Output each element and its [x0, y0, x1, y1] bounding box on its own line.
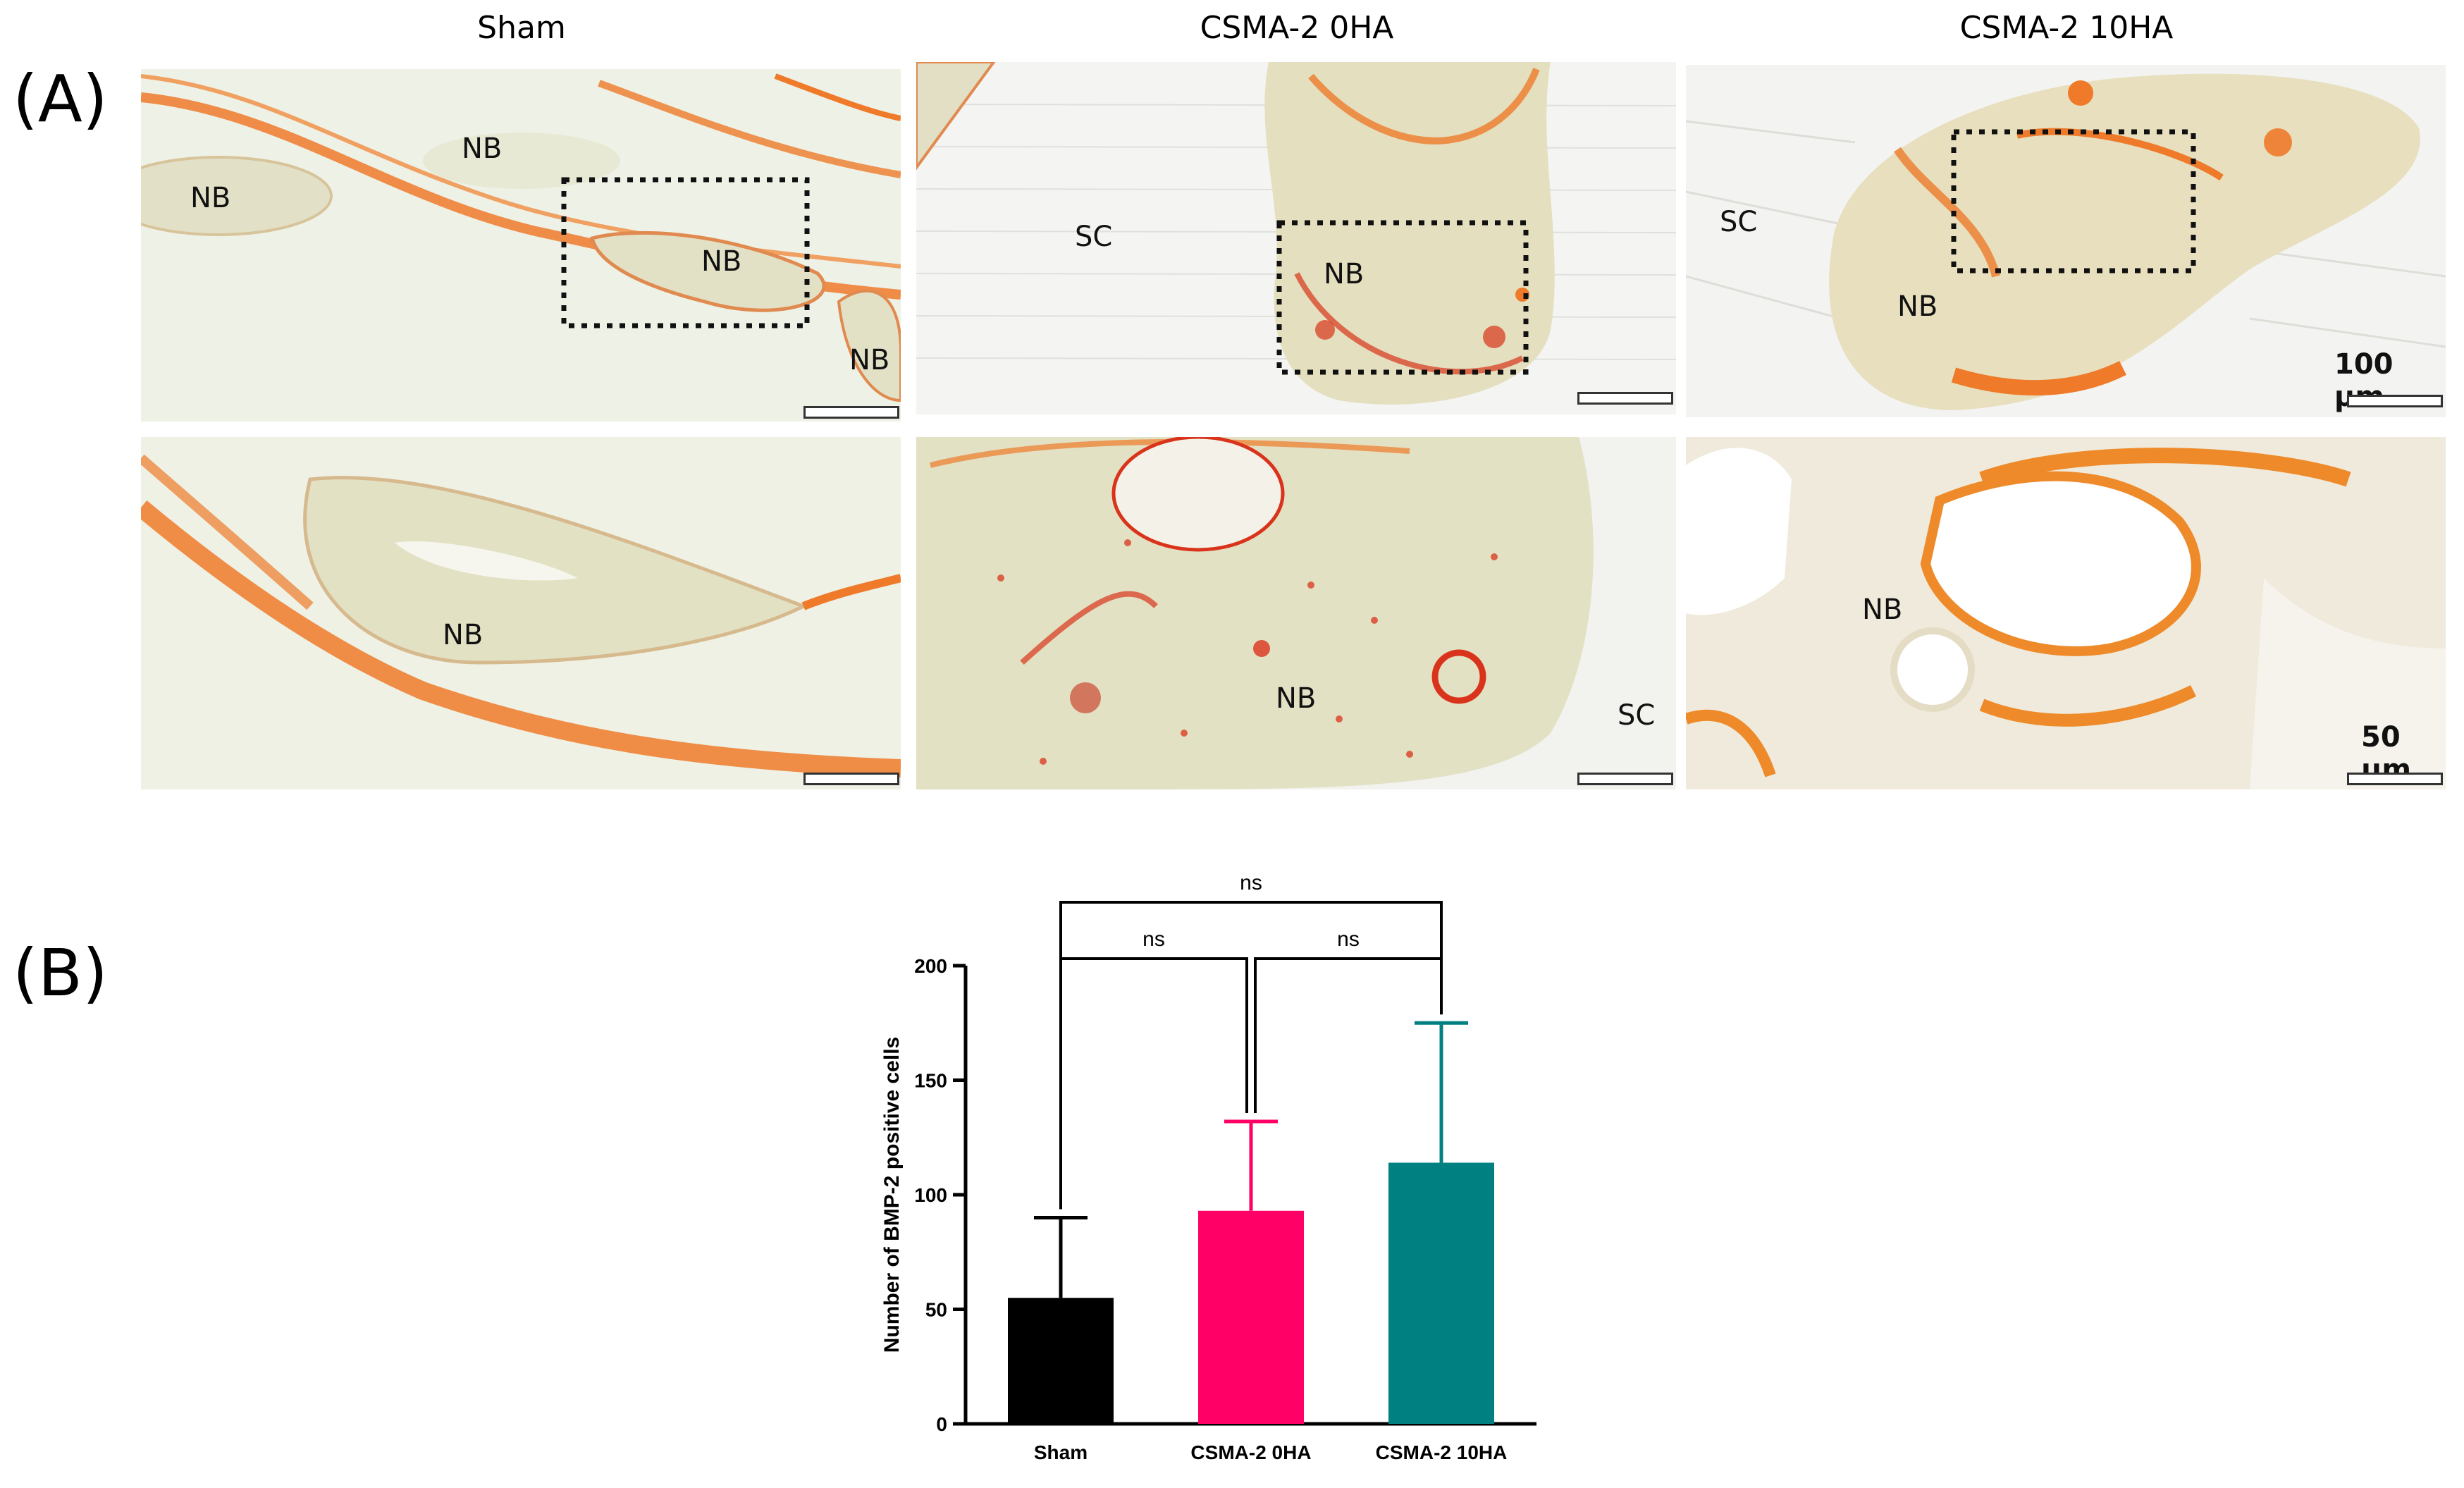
- scale-bar: [803, 773, 899, 785]
- tissue-label: NB: [1862, 594, 1903, 626]
- x-tick-label: CSMA-2 10HA: [1376, 1441, 1508, 1463]
- x-tick-label: Sham: [1034, 1441, 1088, 1463]
- micrograph-sham-high-mag: NB: [141, 437, 901, 789]
- y-tick-label: 0: [936, 1413, 947, 1435]
- significance-label: ns: [1240, 871, 1262, 894]
- tissue-label: NB: [1324, 258, 1365, 290]
- bmp2-bar-chart: 0 50 100 150 200 Number of BMP-2 positive cel…: [880, 871, 1536, 1463]
- tissue-label: SC: [1075, 221, 1113, 253]
- scale-label-100um: 100 μm: [2334, 348, 2394, 413]
- panel-label-b: (B): [13, 935, 108, 1011]
- tissue-label: SC: [1720, 206, 1758, 238]
- tissue-label: NB: [190, 182, 231, 214]
- y-tick-label: 200: [914, 955, 947, 977]
- y-tick-label: 100: [914, 1184, 947, 1206]
- column-title-csma2-10ha: CSMA-2 10HA: [1959, 10, 2174, 46]
- scale-bar: [803, 406, 899, 419]
- tissue-label: NB: [1276, 682, 1317, 715]
- significance-bracket: [1254, 957, 1443, 1113]
- micrograph-csma2-10ha-high-mag: NB 50 μm: [1686, 437, 2446, 789]
- micrograph-sham-low-mag: NB NB NB NB: [141, 69, 901, 422]
- tissue-label: NB: [462, 133, 503, 165]
- y-tick-label: 150: [914, 1070, 947, 1092]
- significance-bracket: [1059, 957, 1248, 1210]
- tissue-label: NB: [1897, 290, 1938, 323]
- x-tick-label: CSMA-2 0HA: [1190, 1441, 1311, 1463]
- y-tick-label: 50: [925, 1299, 947, 1321]
- micrograph-csma2-0ha-low-mag: SC NB: [916, 62, 1676, 414]
- micrograph-csma2-0ha-high-mag: NB SC: [916, 437, 1676, 789]
- y-axis-label: Number of BMP-2 positive cells: [880, 1037, 904, 1353]
- bar-1: [1198, 1210, 1304, 1424]
- scale-bar: [1577, 773, 1673, 785]
- tissue-label: NB: [701, 245, 742, 278]
- significance-label: ns: [1337, 928, 1360, 951]
- column-title-csma2-0ha: CSMA-2 0HA: [1200, 10, 1394, 46]
- bar-2: [1388, 1162, 1494, 1424]
- micrograph-csma2-10ha-low-mag: SC NB 100 μm: [1686, 65, 2446, 417]
- tissue-label: SC: [1618, 699, 1656, 732]
- scale-bar: [1577, 392, 1673, 405]
- scale-bar: [2347, 395, 2443, 407]
- panel-label-a: (A): [13, 61, 108, 137]
- bar-0: [1008, 1298, 1114, 1424]
- column-title-sham: Sham: [477, 10, 566, 46]
- tissue-label: NB: [849, 344, 890, 376]
- tissue-label: NB: [443, 619, 483, 651]
- significance-label: ns: [1142, 928, 1165, 951]
- scale-bar: [2347, 773, 2443, 785]
